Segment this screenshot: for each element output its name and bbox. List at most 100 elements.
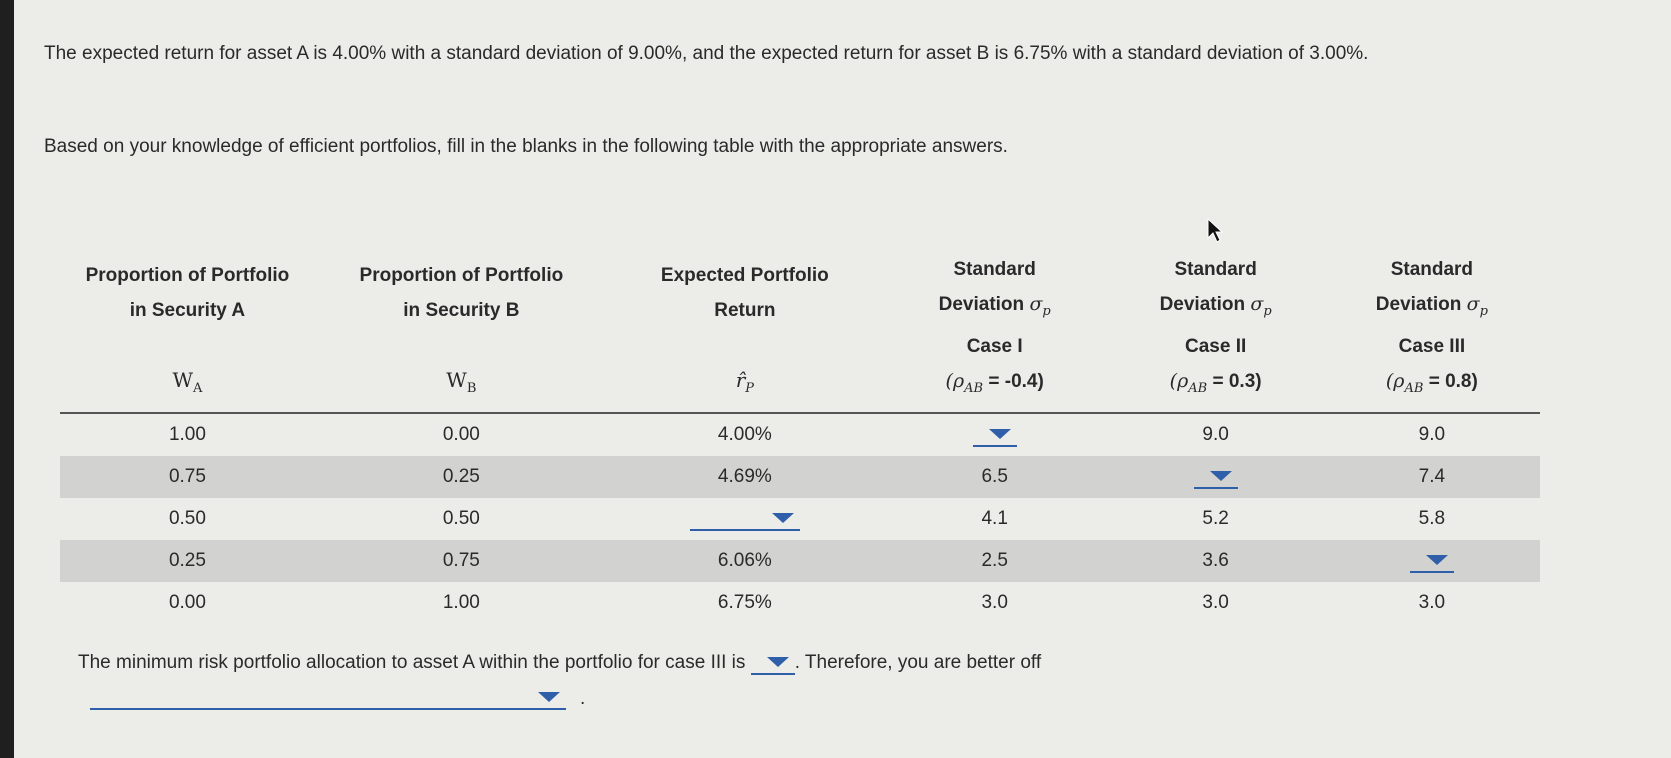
cell-wb: 0.50 bbox=[442, 507, 480, 529]
cell-std-case2: 5.2 bbox=[1202, 507, 1229, 529]
chevron-down-icon bbox=[771, 512, 794, 523]
conclusion-before: The minimum risk portfolio allocation to… bbox=[78, 652, 746, 674]
rho-symbol: (ρ bbox=[945, 369, 965, 392]
cell-std-case1: 4.1 bbox=[981, 507, 1008, 529]
chevron-down-icon bbox=[1209, 470, 1232, 481]
cell-wa: 0.50 bbox=[168, 507, 206, 529]
cell-std-case2: 3.0 bbox=[1202, 591, 1229, 613]
table-row: 0.75 0.25 4.69% 6.5 7.4 bbox=[60, 455, 1540, 498]
cell-wb: 0.75 bbox=[314, 539, 608, 582]
mouse-cursor-icon bbox=[1207, 218, 1223, 243]
chevron-down-icon bbox=[766, 657, 789, 667]
header-label: Proportion of Portfolio bbox=[359, 264, 564, 286]
header-std-case2: Standard Deviation σp Case II (ρAB = 0.3… bbox=[1108, 252, 1324, 413]
header-label: Deviation bbox=[1375, 294, 1462, 315]
rho-sub: AB bbox=[964, 380, 984, 396]
cell-std-case2: 9.0 bbox=[1202, 423, 1229, 445]
cell-return: 4.69% bbox=[607, 455, 882, 498]
header-label: Proportion of Portfolio bbox=[85, 264, 290, 286]
dropdown-better-off[interactable] bbox=[90, 686, 566, 710]
cell-std-case3: 7.4 bbox=[1323, 455, 1540, 498]
header-weight-b: Proportion of Portfolio in Security B WB bbox=[315, 252, 608, 413]
rho-symbol: (ρ bbox=[1169, 369, 1189, 392]
cell-wa: 0.25 bbox=[60, 539, 315, 582]
header-row: Proportion of Portfolio in Security A WA… bbox=[60, 252, 1540, 413]
rho-value: = 0.8) bbox=[1423, 370, 1478, 392]
cell-wa: 0.00 bbox=[168, 591, 206, 613]
cell-std-case3: 9.0 bbox=[1418, 423, 1446, 445]
sigma-sub: p bbox=[1042, 303, 1051, 319]
header-label: in Security B bbox=[403, 299, 520, 321]
cell-std-case3: 5.8 bbox=[1418, 507, 1446, 529]
conclusion-after: . Therefore, you are better off bbox=[794, 652, 1042, 674]
portfolio-table: Proportion of Portfolio in Security A WA… bbox=[60, 252, 1540, 624]
dropdown-std-case1-row1[interactable] bbox=[972, 423, 1017, 447]
symbol-sub: A bbox=[193, 380, 203, 396]
rho-value: = -0.4) bbox=[983, 370, 1044, 392]
header-label: Return bbox=[714, 299, 776, 321]
table-row: 0.50 0.50 4.1 5.2 5.8 bbox=[60, 498, 1540, 540]
cell-std-case3: 3.0 bbox=[1418, 591, 1446, 613]
cell-std-case1: 2.5 bbox=[881, 539, 1108, 582]
header-std-case3: Standard Deviation σp Case III (ρAB = 0.… bbox=[1324, 252, 1540, 413]
rho-sub: AB bbox=[1404, 380, 1424, 396]
dropdown-std-case2-row2[interactable] bbox=[1193, 465, 1238, 489]
rho-value: = 0.3) bbox=[1207, 370, 1262, 392]
header-label: Standard bbox=[953, 259, 1036, 280]
cell-wa: 1.00 bbox=[168, 423, 206, 445]
header-expected-return: Expected Portfolio Return r̂P bbox=[608, 252, 882, 413]
header-label: Standard bbox=[1174, 259, 1257, 280]
page bbox=[14, 0, 1671, 758]
cell-std-case2: 3.6 bbox=[1107, 539, 1324, 582]
header-label: in Security A bbox=[129, 299, 246, 321]
sigma-symbol: σ bbox=[1029, 293, 1043, 315]
header-label: Standard bbox=[1390, 259, 1474, 280]
cell-std-case1: 3.0 bbox=[981, 591, 1008, 613]
intro-text: The expected return for asset A is 4.00%… bbox=[44, 43, 1369, 64]
symbol: W bbox=[172, 367, 194, 392]
cell-return: 4.00% bbox=[717, 423, 772, 445]
end-punctuation: . bbox=[580, 688, 586, 709]
conclusion-text: The minimum risk portfolio allocation to… bbox=[78, 651, 1041, 675]
cell-wa: 0.75 bbox=[60, 455, 315, 498]
instructions-text: Based on your knowledge of efficient por… bbox=[44, 136, 1008, 157]
cell-std-case3 bbox=[1323, 539, 1540, 582]
rho-symbol: (ρ bbox=[1385, 369, 1405, 392]
symbol: r̂ bbox=[735, 367, 746, 392]
symbol-sub: P bbox=[745, 380, 754, 396]
sigma-symbol: σ bbox=[1466, 293, 1480, 315]
dropdown-min-risk-allocation[interactable] bbox=[750, 651, 795, 675]
cell-return: 6.75% bbox=[717, 591, 772, 613]
dropdown-return-row3[interactable] bbox=[689, 507, 800, 531]
cell-std-case1: 6.5 bbox=[881, 455, 1108, 498]
chevron-down-icon bbox=[988, 428, 1011, 439]
case-label: Case I bbox=[966, 335, 1023, 357]
chevron-down-icon bbox=[1425, 554, 1448, 565]
case-label: Case III bbox=[1398, 335, 1466, 357]
dropdown-std-case3-row4[interactable] bbox=[1409, 549, 1454, 573]
header-std-case1: Standard Deviation σp Case I (ρAB = -0.4… bbox=[882, 252, 1108, 413]
header-label: Deviation bbox=[938, 294, 1025, 315]
sigma-sub: p bbox=[1479, 303, 1488, 319]
cell-wb: 0.25 bbox=[314, 455, 608, 498]
left-edge-bar bbox=[0, 0, 14, 758]
symbol: W bbox=[446, 367, 467, 392]
sigma-symbol: σ bbox=[1250, 293, 1264, 315]
cell-wb: 1.00 bbox=[442, 591, 480, 613]
table-row: 0.25 0.75 6.06% 2.5 3.6 bbox=[60, 539, 1540, 582]
cell-return bbox=[608, 498, 882, 540]
header-label: Deviation bbox=[1159, 294, 1246, 315]
header-label: Expected Portfolio bbox=[660, 264, 829, 286]
header-weight-a: Proportion of Portfolio in Security A WA bbox=[60, 252, 315, 413]
cell-std-case1 bbox=[882, 413, 1108, 456]
table-row: 0.00 1.00 6.75% 3.0 3.0 3.0 bbox=[60, 582, 1540, 624]
symbol-sub: B bbox=[466, 380, 477, 396]
rho-sub: AB bbox=[1188, 380, 1208, 396]
chevron-down-icon bbox=[538, 692, 560, 702]
cell-wb: 0.00 bbox=[442, 423, 480, 445]
cell-std-case2 bbox=[1107, 455, 1324, 498]
cell-return: 6.06% bbox=[607, 539, 882, 582]
case-label: Case II bbox=[1185, 335, 1247, 357]
sigma-sub: p bbox=[1263, 303, 1272, 319]
table-row: 1.00 0.00 4.00% 9.0 9.0 bbox=[60, 413, 1540, 456]
